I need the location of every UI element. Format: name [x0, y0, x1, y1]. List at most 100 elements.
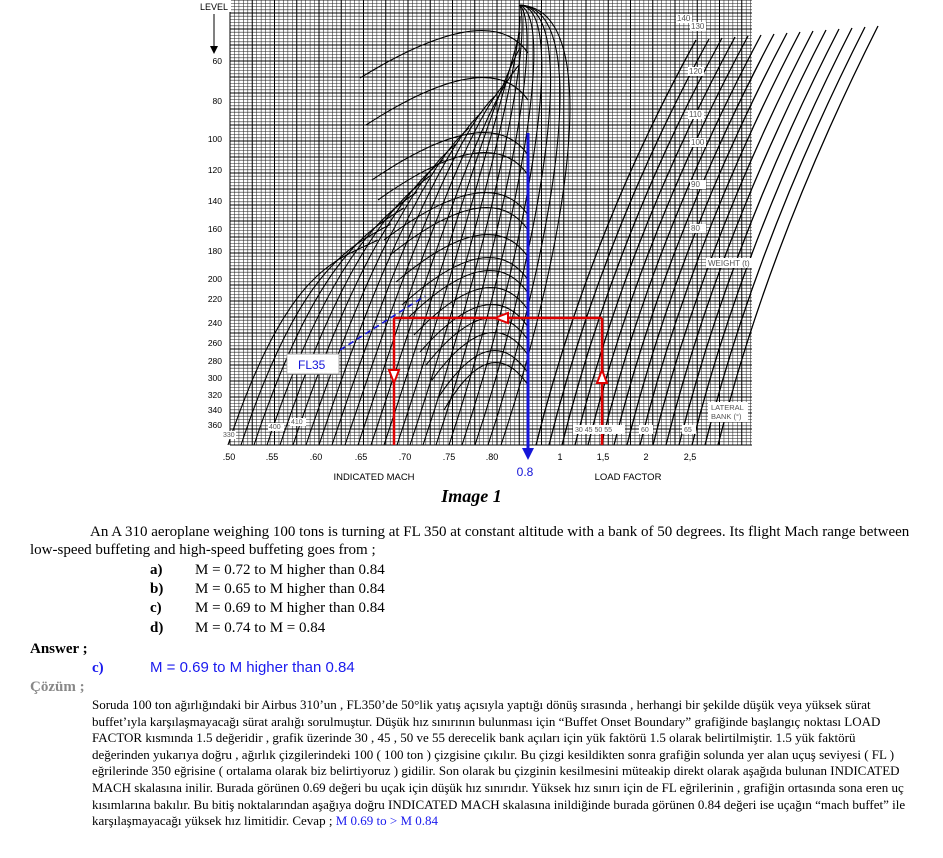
fl-curve — [474, 4, 552, 446]
hump-curve — [443, 362, 529, 411]
mach-tick-.55: .55 — [266, 452, 279, 462]
low-speed-arrow — [387, 369, 401, 386]
weight-tick-120: 120 — [689, 67, 703, 76]
weight-tick-140: 140 — [677, 14, 691, 23]
fl-tick-300: 300 — [208, 373, 222, 383]
solution-label: Çözüm ; — [30, 679, 85, 695]
bank-label-1: LATERAL — [711, 403, 744, 412]
fl-curve — [422, 4, 523, 446]
bank-ticks: 30 45 50 55 — [575, 427, 612, 434]
level-label: LEVEL — [200, 2, 228, 12]
mach-tick-.60: .60 — [310, 452, 323, 462]
weight-line — [717, 25, 879, 446]
hump-curve — [389, 207, 529, 256]
solution-overlays — [339, 133, 609, 460]
weight-410-label: 410 — [291, 419, 303, 426]
weight-330-label: 330 — [223, 432, 235, 439]
weight-tick-130: 130 — [691, 22, 705, 31]
hump-curve — [365, 77, 529, 126]
fl-tick-200: 200 — [208, 274, 222, 284]
fl-tick-120: 120 — [208, 165, 222, 175]
option-d: d) M = 0.74 to M = 0.84 — [150, 620, 326, 636]
load-tick-2,5: 2,5 — [684, 452, 697, 462]
horizontal-arrow — [492, 311, 509, 325]
weight-line — [665, 29, 827, 446]
hump-curve — [359, 30, 529, 79]
weight-line — [652, 30, 814, 446]
weight-line — [691, 27, 853, 446]
fl-ticks: 60 80 100 120 140 160 180 200 220 240 260 280 300 320… — [208, 56, 222, 430]
weight-line — [626, 32, 788, 446]
fl-curve — [409, 15, 521, 446]
fl35-label: FL35 — [298, 358, 326, 372]
question-text: An A 310 aeroplane weighing 100 tons is … — [30, 524, 910, 558]
weight-label: WEIGHT (t) — [708, 259, 750, 268]
fl-tick-100: 100 — [208, 134, 222, 144]
fl-tick-60: 60 — [213, 56, 223, 66]
load-axis-label: LOAD FACTOR — [595, 472, 662, 483]
fl-curve — [344, 95, 496, 446]
fl-curve — [240, 223, 392, 446]
weight-tick-100: 100 — [691, 138, 705, 147]
mach-tick-.70: .70 — [399, 452, 412, 462]
load-ticks: 1 1,5 2 2,5 — [557, 452, 696, 462]
hump-curve — [431, 332, 529, 381]
buffet-onset-chart: LEVEL 6080100120140160180200220240260280… — [200, 0, 879, 483]
fl-curve — [318, 127, 470, 446]
weight-line — [561, 37, 723, 446]
weight-400-label: 400 — [269, 424, 281, 431]
weight-tick-90: 90 — [691, 180, 700, 189]
hump-curve — [401, 257, 529, 306]
weight-line — [574, 36, 736, 446]
weight-tick-80: 80 — [691, 224, 700, 233]
fl-curve — [435, 4, 528, 446]
hump-curve — [425, 317, 529, 366]
bank-tick-60: 60 — [641, 427, 649, 434]
fl-tick-140: 140 — [208, 196, 222, 206]
load-tick-1,5: 1,5 — [597, 452, 610, 462]
bank-tick-65: 65 — [684, 427, 692, 434]
load-tick-1: 1 — [557, 452, 562, 462]
weight-line — [535, 39, 697, 446]
fl-tick-280: 280 — [208, 356, 222, 366]
mach-tick-.80: .80 — [486, 452, 499, 462]
hump-curve — [419, 304, 529, 353]
hump-curve — [395, 234, 529, 283]
option-c: c) M = 0.69 to M higher than 0.84 — [150, 600, 385, 616]
fl-curve — [253, 207, 405, 446]
mach-tick-.75: .75 — [443, 452, 456, 462]
weight-line — [678, 28, 840, 446]
fl-tick-360: 360 — [208, 420, 222, 430]
weight-line — [704, 26, 866, 446]
hump-curve — [377, 152, 529, 201]
fl-curve — [227, 239, 379, 446]
answer-label: Answer ; — [30, 641, 88, 657]
fl-tick-340: 340 — [208, 405, 222, 415]
high-speed-arrow — [522, 448, 534, 460]
chart-grid-major — [229, 0, 752, 446]
fl-curve — [448, 4, 535, 446]
weight-line — [600, 34, 762, 446]
hump-curve — [437, 350, 529, 399]
mach-axis-label: INDICATED MACH — [333, 472, 414, 483]
fl-tick-240: 240 — [208, 318, 222, 328]
answer-line: c) M = 0.69 to M higher than 0.84 — [92, 659, 355, 676]
load-factor-arrow — [595, 367, 609, 384]
fl-curve — [487, 4, 561, 446]
fl-curve — [331, 111, 483, 446]
load-tick-2: 2 — [643, 452, 648, 462]
bank-label-2: BANK (°) — [711, 412, 742, 421]
fl35-box — [286, 353, 340, 375]
fl-curve — [500, 4, 571, 446]
fl-curve — [305, 143, 457, 446]
fl-tick-320: 320 — [208, 390, 222, 400]
fl-curve — [396, 31, 521, 446]
mach-tick-.50: .50 — [223, 452, 236, 462]
hump-curve — [407, 270, 529, 319]
solution-answer: M 0.69 to > M 0.84 — [335, 813, 439, 829]
fl-tick-80: 80 — [213, 96, 223, 106]
fl-tick-220: 220 — [208, 294, 222, 304]
mach-tick-.65: .65 — [355, 452, 368, 462]
fl-tick-160: 160 — [208, 224, 222, 234]
